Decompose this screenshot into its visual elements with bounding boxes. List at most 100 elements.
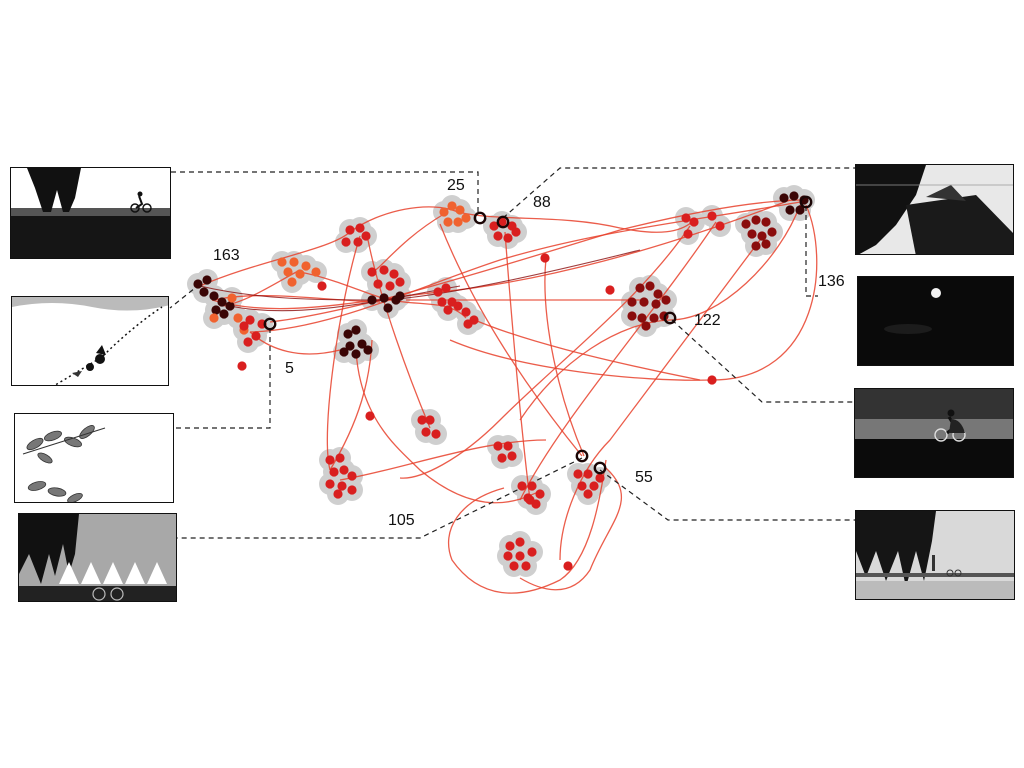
trajectory-point [245,315,255,325]
trajectory-point [347,485,357,495]
trajectory-points [193,191,809,571]
trajectory-point [637,313,647,323]
trajectory-point [329,467,339,477]
trajectory-point [355,223,365,233]
trajectory-point [287,277,297,287]
trajectory-point [505,541,515,551]
trajectory-point [395,277,405,287]
trajectory-point [333,489,343,499]
highlighted-frame-point [473,211,487,225]
trajectory-point [317,281,327,291]
trajectory-point [779,193,789,203]
trajectory-point [453,217,463,227]
frame-label-25: 25 [447,177,465,194]
frame-thumbnail-3 [14,413,174,503]
trajectory-curve [371,213,445,273]
trajectory-point [741,219,751,229]
highlighted-frame-point [575,449,589,463]
trajectory-point [653,289,663,299]
frame-thumbnail-7 [854,388,1014,478]
trajectory-point [789,191,799,201]
trajectory-point [361,231,371,241]
frame-label-105: 105 [388,512,415,529]
trajectory-curve [519,467,623,591]
trajectory-point [515,551,525,561]
trajectory-point [351,349,361,359]
trajectory-point [493,231,503,241]
trajectory-point [761,217,771,227]
trajectory-point [707,375,717,385]
frame-label-163: 163 [213,247,240,264]
trajectory-point [651,299,661,309]
trajectory-point [199,287,209,297]
trajectory-point [373,279,383,289]
trajectory-point [443,217,453,227]
trajectory-point [211,305,221,315]
trajectory-point [353,237,363,247]
trajectory-point [489,221,499,231]
trajectory-point [343,329,353,339]
trajectory-point [527,547,537,557]
highlighted-frame-point [593,461,607,475]
cyclist-at-dusk-icon [855,389,1013,477]
trajectory-point [715,221,725,231]
trajectory-point [347,471,357,481]
trajectory-point [425,415,435,425]
trajectory-point [233,313,243,323]
frame-connector [169,283,201,309]
crowd-with-bicycles-icon [19,514,176,601]
trajectory-curve [269,199,807,323]
trajectory-curve-dark [229,285,461,312]
trajectory-point [461,213,471,223]
cluster-halos [187,185,815,577]
frame-connector [177,457,583,539]
trajectory-curve [457,211,693,233]
trajectory-point [707,211,717,221]
cyclist-under-trees-icon [11,168,170,258]
trajectory-point [225,301,235,311]
trajectory-point [217,297,227,307]
trajectory-point [239,321,249,331]
trajectory-point [511,227,521,237]
trajectory-curve [469,317,701,381]
trajectory-point [447,201,457,211]
trajectory-point [461,307,471,317]
frame-connector [599,469,855,521]
trajectory-point [345,225,355,235]
trajectory-point [503,551,513,561]
frame-thumbnail-2 [11,296,169,386]
trajectory-point [243,337,253,347]
trajectory-point [367,267,377,277]
trajectory-point [227,293,237,303]
frame-label-5: 5 [285,360,294,377]
trajectory-point [605,285,615,295]
trajectory-point [627,311,637,321]
trajectory-point [455,205,465,215]
cyclist-on-hill-icon [12,297,168,385]
trajectory-point [641,321,651,331]
trajectory-point [439,207,449,217]
trajectory-point [649,313,659,323]
trajectory-point [627,297,637,307]
frame-connector [174,328,271,429]
trajectory-point [395,291,405,301]
trajectory-point [661,295,671,305]
frame-connector [805,206,818,297]
trajectory-point [209,313,219,323]
highlighted-frame-point [663,311,677,325]
trajectory-point [507,451,517,461]
highlighted-points [263,195,813,475]
trajectory-curve [544,257,585,457]
trajectory-point [757,231,767,241]
trajectory-point [521,561,531,571]
frame-thumbnail-5 [855,164,1014,255]
frame-label-122: 122 [694,312,721,329]
trajectory-point [577,481,587,491]
trajectory-point [335,453,345,463]
trajectory-point [503,441,513,451]
frame-label-136: 136 [818,273,845,290]
highlighted-frame-point [799,195,813,209]
trajectory-point [540,253,550,263]
trajectory-point [351,325,361,335]
